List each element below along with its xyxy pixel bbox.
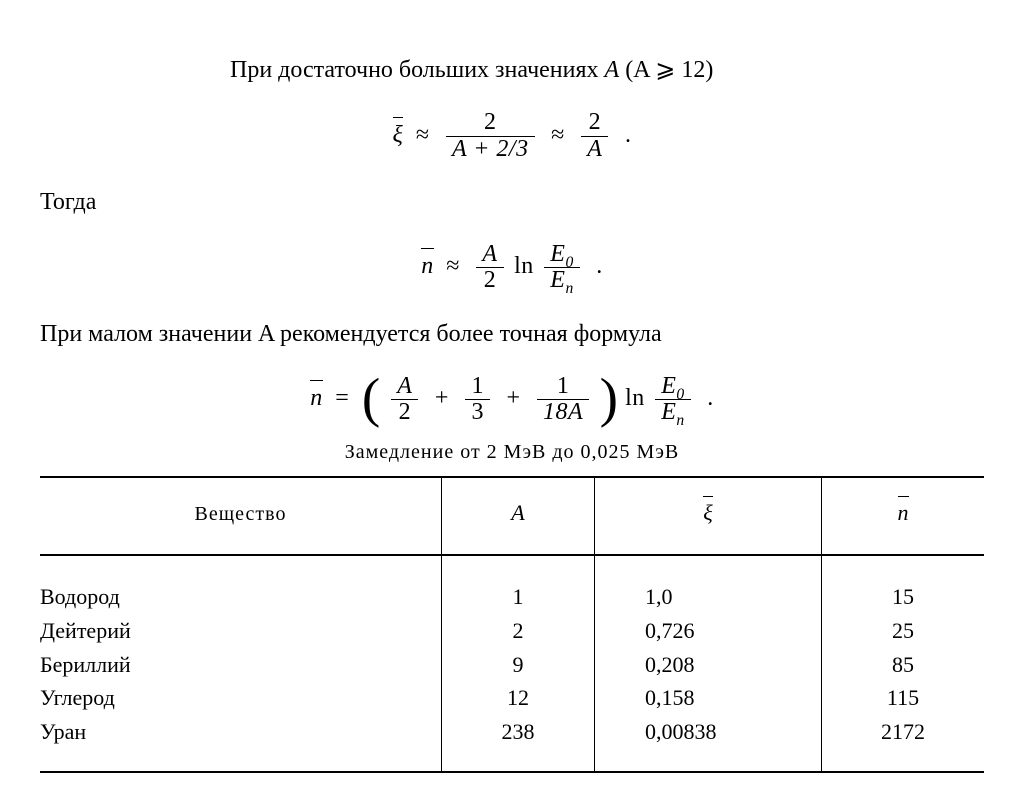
cell-n: 25	[822, 614, 985, 648]
cell-n: 15	[822, 555, 985, 614]
approx-1: ≈	[416, 122, 430, 148]
intro-line-prefix: При достаточно больших значениях	[230, 57, 605, 83]
n-bar: n	[421, 250, 434, 282]
cell-A: 2	[442, 614, 595, 648]
frac-2-over-A-plus: 2 A + 2/3	[446, 110, 535, 161]
frac-2-over-A: 2 A	[581, 110, 608, 161]
cell-substance: Углерод	[40, 681, 442, 715]
den: 2	[476, 268, 503, 293]
cell-substance: Уран	[40, 715, 442, 772]
num: 2	[446, 110, 535, 136]
cell-xi: 0,158	[595, 681, 822, 715]
moderation-table: Вещество A ξ n Водород 1 1,0 15 Дейтерий…	[40, 476, 984, 772]
subn: n	[565, 280, 573, 297]
th-A: A	[442, 477, 595, 555]
num: E0	[544, 242, 579, 268]
var-A: A	[605, 57, 620, 83]
frac-A-over-2: A 2	[476, 242, 503, 293]
ln-operator: ln	[514, 253, 534, 279]
num: 1	[537, 374, 589, 400]
cell-substance: Бериллий	[40, 648, 442, 682]
den: En	[544, 268, 579, 293]
frac-1-over-18A: 1 18A	[537, 374, 589, 425]
eq-xi: ξ ≈ 2 A + 2/3 ≈ 2 A .	[40, 110, 984, 161]
num: 2	[581, 110, 608, 136]
eq-period: .	[707, 385, 714, 411]
table-title: Замедление от 2 МэВ до 0,025 МэВ	[40, 439, 984, 466]
eq-period: .	[596, 253, 603, 279]
num: 1	[465, 374, 490, 400]
eq-period: .	[625, 122, 632, 148]
den: A + 2/3	[446, 137, 535, 162]
cell-A: 238	[442, 715, 595, 772]
plus-2: +	[506, 385, 520, 411]
approx-3: ≈	[446, 253, 460, 279]
table-row: Бериллий 9 0,208 85	[40, 648, 984, 682]
eq-n-simple: n ≈ A 2 ln E0 En .	[40, 242, 984, 293]
cell-substance: Дейтерий	[40, 614, 442, 648]
cell-substance: Водород	[40, 555, 442, 614]
plus-1: +	[435, 385, 449, 411]
subn: n	[676, 412, 684, 429]
table-row: Водород 1 1,0 15	[40, 555, 984, 614]
frac-1-over-3: 1 3	[465, 374, 490, 425]
th-n: n	[822, 477, 985, 555]
den: 18A	[537, 400, 589, 425]
E: E	[550, 241, 565, 267]
num: E0	[655, 374, 690, 400]
equals: =	[335, 385, 349, 411]
cell-A: 9	[442, 648, 595, 682]
th-n-label: n	[898, 498, 909, 528]
cell-xi: 0,00838	[595, 715, 822, 772]
paren-close: )	[600, 373, 619, 423]
intro-line: При достаточно больших значениях A (A ⩾ …	[40, 54, 984, 86]
E: E	[661, 399, 676, 425]
intro-line-suffix: (A ⩾ 12)	[619, 57, 713, 83]
den: 3	[465, 400, 490, 425]
th-xi-label: ξ	[703, 498, 712, 528]
ln-operator: ln	[625, 385, 645, 411]
table-header-row: Вещество A ξ n	[40, 477, 984, 555]
cell-n: 2172	[822, 715, 985, 772]
table-body: Водород 1 1,0 15 Дейтерий 2 0,726 25 Бер…	[40, 555, 984, 771]
num: A	[391, 374, 418, 400]
cell-xi: 0,726	[595, 614, 822, 648]
cell-A: 12	[442, 681, 595, 715]
small-A-line: При малом значении A рекомендуется более…	[40, 318, 984, 350]
th-substance: Вещество	[40, 477, 442, 555]
frac-A-over-2-b: A 2	[391, 374, 418, 425]
cell-A: 1	[442, 555, 595, 614]
table-row: Углерод 12 0,158 115	[40, 681, 984, 715]
table-row: Уран 238 0,00838 2172	[40, 715, 984, 772]
E: E	[550, 267, 565, 293]
approx-2: ≈	[551, 122, 565, 148]
cell-xi: 1,0	[595, 555, 822, 614]
n-bar: n	[310, 382, 323, 414]
cell-xi: 0,208	[595, 648, 822, 682]
cell-n: 85	[822, 648, 985, 682]
cell-n: 115	[822, 681, 985, 715]
togda-label: Тогда	[40, 186, 984, 218]
frac-E0-En-b: E0 En	[655, 374, 690, 425]
th-xi: ξ	[595, 477, 822, 555]
th-substance-label: Вещество	[195, 503, 287, 525]
den: En	[655, 400, 690, 425]
paren-open: (	[362, 373, 381, 423]
frac-E0-En: E0 En	[544, 242, 579, 293]
eq-n-accurate: n = ( A 2 + 1 3 + 1 18A ) ln E0 En .	[40, 374, 984, 425]
xi-bar: ξ	[393, 119, 404, 151]
table-row: Дейтерий 2 0,726 25	[40, 614, 984, 648]
E: E	[661, 373, 676, 399]
document-page: При достаточно больших значениях A (A ⩾ …	[0, 0, 1024, 793]
den: A	[581, 137, 608, 162]
num: A	[476, 242, 503, 268]
den: 2	[391, 400, 418, 425]
